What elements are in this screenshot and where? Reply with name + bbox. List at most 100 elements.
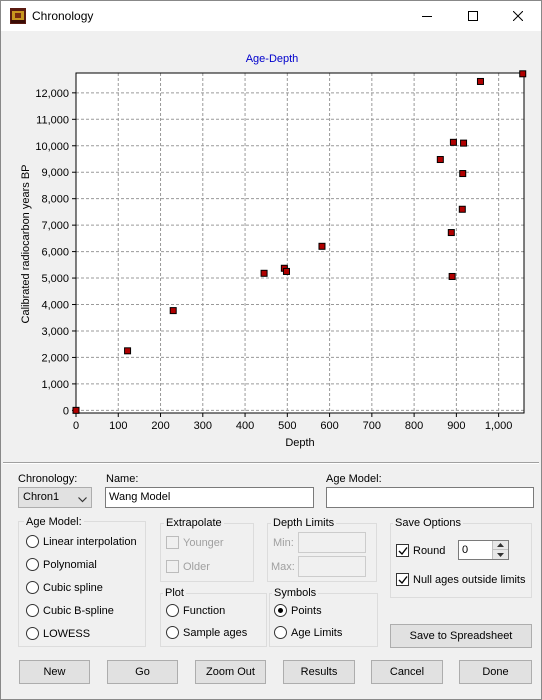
save-to-spreadsheet-button[interactable]: Save to Spreadsheet	[390, 624, 532, 648]
radio-points[interactable]: Points	[274, 604, 322, 617]
minimize-icon	[422, 16, 432, 17]
radio-sample-ages[interactable]: Sample ages	[166, 626, 247, 639]
age-depth-chart[interactable]: Age-Depth 0 100 200 300 400 500 600 700 800 900 1,…	[1, 31, 541, 461]
plot-background	[76, 73, 524, 413]
data-point[interactable]	[460, 139, 468, 147]
data-point[interactable]	[318, 242, 326, 250]
radio-age-limits[interactable]: Age Limits	[274, 626, 342, 639]
x-axis-label: Depth	[285, 437, 314, 449]
x-tick-label: 700	[363, 420, 381, 432]
younger-checkbox-row: Younger	[166, 536, 224, 549]
data-point[interactable]	[447, 229, 455, 237]
y-tick-label: 3,000	[41, 326, 69, 338]
radio-cubic-spline[interactable]: Cubic spline	[26, 581, 103, 594]
data-point[interactable]	[458, 205, 466, 213]
separator	[3, 462, 539, 464]
x-tick-label: 400	[236, 420, 254, 432]
minimize-button[interactable]	[404, 1, 450, 31]
stepper-up-icon[interactable]	[492, 541, 508, 550]
data-point[interactable]	[124, 347, 132, 355]
y-tick-label: 0	[63, 405, 69, 417]
radio-label: Cubic spline	[43, 581, 103, 594]
radio-button[interactable]	[26, 581, 39, 594]
round-stepper[interactable]: 0	[458, 540, 509, 560]
checkmark-icon	[398, 576, 408, 585]
x-tick-label: 1,000	[485, 420, 513, 432]
radio-button[interactable]	[26, 604, 39, 617]
done-button[interactable]: Done	[459, 660, 532, 684]
app-icon	[10, 8, 26, 24]
chronology-select[interactable]: Chron1	[18, 487, 92, 508]
close-button[interactable]	[495, 1, 541, 31]
round-label: Round	[413, 544, 446, 557]
x-tick-label: 200	[151, 420, 169, 432]
radio-button[interactable]	[166, 604, 179, 617]
y-tick-label: 10,000	[35, 141, 69, 153]
data-point[interactable]	[436, 156, 444, 164]
go-button[interactable]: Go	[107, 660, 178, 684]
x-tick-label: 0	[73, 420, 79, 432]
chart-title: Age-Depth	[246, 53, 299, 65]
data-point[interactable]	[260, 269, 268, 277]
radio-button[interactable]	[26, 558, 39, 571]
chevron-down-icon	[78, 494, 87, 506]
zoom-out-button[interactable]: Zoom Out	[195, 660, 266, 684]
round-checkbox-row[interactable]: Round	[396, 544, 445, 557]
y-tick-label: 9,000	[41, 167, 69, 179]
round-stepper-value: 0	[462, 544, 469, 556]
min-depth-input	[298, 532, 366, 553]
name-input[interactable]: Wang Model	[105, 487, 314, 508]
y-tick-label: 2,000	[41, 352, 69, 364]
null-ages-checkbox[interactable]	[396, 573, 409, 586]
data-point[interactable]	[282, 267, 290, 275]
age-model-input[interactable]	[326, 487, 534, 508]
maximize-button[interactable]	[450, 1, 496, 31]
round-checkbox[interactable]	[396, 544, 409, 557]
radio-cubic-b-spline[interactable]: Cubic B-spline	[26, 604, 114, 617]
data-point[interactable]	[459, 170, 467, 178]
save-options-group	[390, 523, 532, 598]
x-tick-label: 600	[320, 420, 338, 432]
min-label: Min:	[273, 537, 294, 549]
older-label: Older	[183, 560, 210, 573]
data-point[interactable]	[72, 406, 80, 414]
radio-button[interactable]	[26, 535, 39, 548]
extrapolate-group-title: Extrapolate	[164, 517, 224, 529]
y-tick-label: 6,000	[41, 247, 69, 259]
younger-checkbox	[166, 536, 179, 549]
symbols-group-title: Symbols	[272, 587, 319, 599]
radio-linear-interpolation[interactable]: Linear interpolation	[26, 535, 137, 548]
data-point[interactable]	[449, 138, 457, 146]
radio-function[interactable]: Function	[166, 604, 225, 617]
age-model-label: Age Model:	[326, 473, 382, 485]
extrapolate-group	[160, 523, 254, 582]
results-button[interactable]: Results	[283, 660, 355, 684]
radio-button[interactable]	[26, 627, 39, 640]
y-tick-label: 12,000	[35, 88, 69, 100]
radio-label: Linear interpolation	[43, 535, 137, 548]
radio-button-selected[interactable]	[274, 604, 287, 617]
null-ages-checkbox-row[interactable]: Null ages outside limits	[396, 573, 526, 586]
maximize-icon	[468, 11, 478, 21]
data-point[interactable]	[519, 70, 527, 78]
title-bar: Chronology	[1, 1, 541, 31]
y-tick-label: 11,000	[36, 114, 69, 126]
x-tick-label: 100	[109, 420, 127, 432]
radio-button[interactable]	[166, 626, 179, 639]
radio-lowess[interactable]: LOWESS	[26, 627, 90, 640]
null-ages-label: Null ages outside limits	[413, 573, 526, 586]
close-icon	[513, 11, 523, 21]
radio-polynomial[interactable]: Polynomial	[26, 558, 97, 571]
cancel-button[interactable]: Cancel	[371, 660, 443, 684]
older-checkbox-row: Older	[166, 560, 210, 573]
max-depth-input	[298, 556, 366, 577]
data-point[interactable]	[169, 307, 177, 315]
data-point[interactable]	[448, 272, 456, 280]
y-tick-label: 4,000	[41, 300, 69, 312]
data-point[interactable]	[476, 77, 484, 85]
new-button[interactable]: New	[19, 660, 90, 684]
radio-button[interactable]	[274, 626, 287, 639]
name-label: Name:	[106, 473, 139, 485]
stepper-down-icon[interactable]	[492, 550, 508, 559]
chart-panel[interactable]: Age-Depth 0 100 200 300 400 500 600 700 800 900 1,…	[1, 31, 541, 461]
